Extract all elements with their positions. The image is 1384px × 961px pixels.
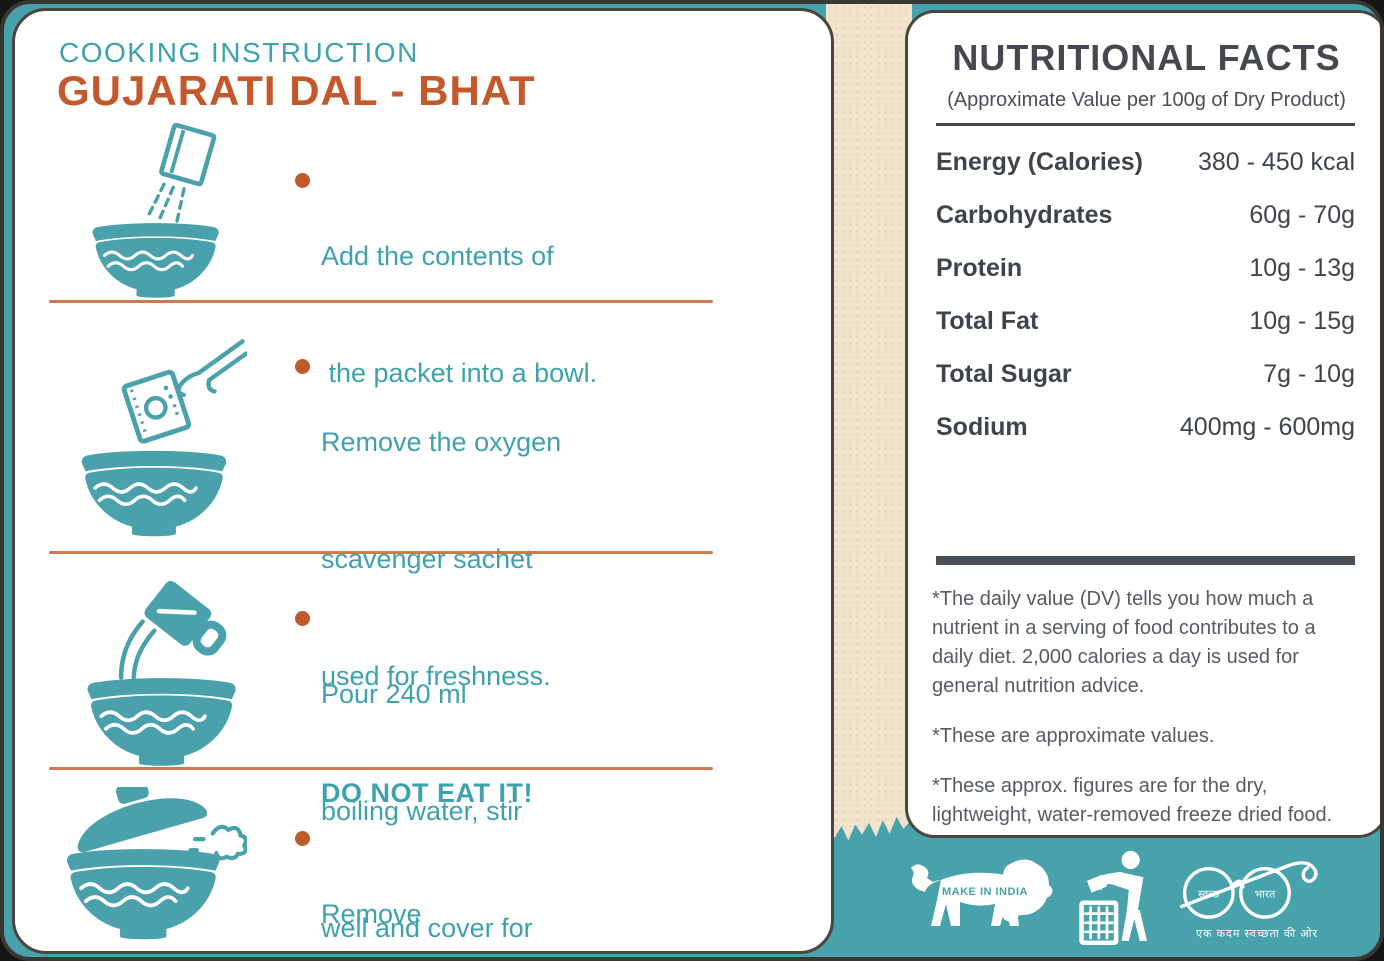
nutrient-label: Energy (Calories) <box>936 148 1144 176</box>
step-divider <box>49 767 713 770</box>
nutrient-label: Total Sugar <box>936 360 1072 388</box>
cooking-instruction-card: COOKING INSTRUCTION GUJARATI DAL - BHAT … <box>12 8 834 954</box>
swachh-lens-right-text: भारत <box>1255 889 1277 901</box>
table-row: Total Fat 10g - 15g <box>936 306 1355 336</box>
nutrient-value: 10g - 15g <box>1249 307 1355 335</box>
step-2-text: Remove the oxygen scavenger sachet used … <box>321 345 561 891</box>
footnotes: *The daily value (DV) tells you how much… <box>932 585 1344 851</box>
step-bullet <box>295 359 310 374</box>
make-in-india-lion-icon: MAKE IN INDIA <box>911 859 1053 926</box>
table-row: Carbohydrates 60g - 70g <box>936 200 1355 230</box>
header-rule <box>936 123 1355 126</box>
paper-texture-strip <box>826 4 912 841</box>
nutrient-value: 400mg - 600mg <box>1179 413 1355 441</box>
pour-boiling-water-icon <box>87 580 236 766</box>
table-row: Sodium 400mg - 600mg <box>936 412 1355 442</box>
step-3-text: Pour 240 ml boiling water, stir well and… <box>321 679 533 943</box>
table-row: Energy (Calories) 380 - 450 kcal <box>936 147 1355 177</box>
swachh-lens-left-text: स्वच्छ <box>1198 889 1220 901</box>
step-bullet <box>295 173 310 188</box>
cooking-eyebrow: COOKING INSTRUCTION <box>59 37 419 68</box>
swachh-bharat-glasses-icon: स्वच्छ भारत <box>1179 861 1318 919</box>
swachh-bharat-tagline: एक कदम स्वच्छता की ओर <box>1196 928 1318 940</box>
thick-separator-bar <box>936 556 1355 565</box>
nutrition-facts-card: NUTRITIONAL FACTS (Approximate Value per… <box>905 10 1380 838</box>
nutrient-label: Sodium <box>936 413 1028 441</box>
nutrition-subtitle: (Approximate Value per 100g of Dry Produ… <box>947 89 1346 111</box>
footnote-daily-value: *The daily value (DV) tells you how much… <box>932 588 1316 697</box>
step-bullet <box>295 831 310 846</box>
nutrient-value: 10g - 13g <box>1249 254 1355 282</box>
nutrient-label: Carbohydrates <box>936 201 1113 229</box>
nutrient-value: 60g - 70g <box>1249 201 1355 229</box>
footnote-approximate: *These are approximate values. <box>932 725 1215 747</box>
pour-packet-into-bowl-icon <box>92 123 219 298</box>
step-bullet <box>295 611 310 626</box>
table-row: Protein 10g - 13g <box>936 253 1355 283</box>
make-in-india-label: MAKE IN INDIA <box>942 886 1028 898</box>
step-divider <box>49 551 713 554</box>
footnote-freeze-dried: *These approx. figures are for the dry, … <box>932 775 1333 826</box>
nutrition-title: NUTRITIONAL FACTS <box>952 37 1341 78</box>
nutrition-table: Energy (Calories) 380 - 450 kcal Carbohy… <box>936 147 1355 442</box>
step-1-text: Add the contents of the packet into a bo… <box>321 241 598 388</box>
table-row: Total Sugar 7g - 10g <box>936 359 1355 389</box>
nutrient-label: Protein <box>936 254 1023 282</box>
remove-sachet-icon <box>81 339 247 537</box>
dispose-properly-icon <box>1079 850 1147 945</box>
do-not-eat-warning: DO NOT EAT IT! <box>321 778 533 808</box>
remove-cover-steam-icon <box>66 787 247 940</box>
step-divider <box>49 300 713 303</box>
step-4-text: Remove the cover, stir again and It's Re… <box>321 899 422 929</box>
nutrient-label: Total Fat <box>936 307 1039 335</box>
nutrient-value: 380 - 450 kcal <box>1197 148 1355 176</box>
cooking-title: GUJARATI DAL - BHAT <box>57 67 536 114</box>
nutrient-value: 7g - 10g <box>1263 360 1355 388</box>
